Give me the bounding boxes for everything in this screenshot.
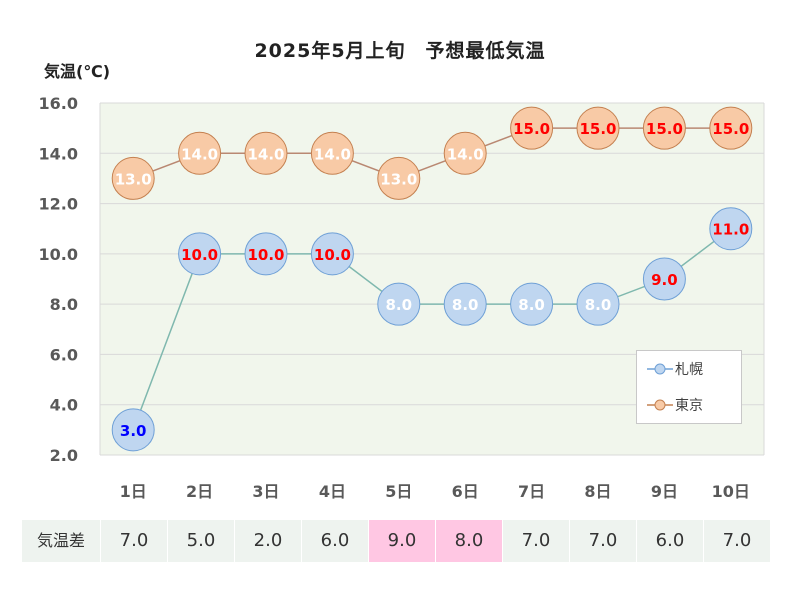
data-point-sapporo	[244, 232, 288, 276]
diff-value-day9: 6.0	[637, 520, 703, 562]
data-point-tokyo	[443, 131, 487, 175]
legend-label-sapporo: 札幌	[675, 362, 703, 378]
legend-item-sapporo: 札幌	[647, 359, 703, 379]
data-point-sapporo	[443, 282, 487, 326]
data-point-sapporo	[178, 232, 222, 276]
y-tick-label: 10.0	[39, 245, 78, 264]
diff-value-day6: 8.0	[436, 520, 502, 562]
x-tick-label: 2日	[186, 482, 213, 501]
y-tick-label: 4.0	[50, 396, 78, 415]
data-point-tokyo	[642, 106, 686, 150]
data-point-sapporo	[510, 282, 554, 326]
data-label-tokyo: 15.0	[579, 120, 616, 138]
x-tick-label: 1日	[120, 482, 147, 501]
chart-title: 2025年5月上旬 予想最低気温	[254, 40, 546, 62]
data-label-tokyo: 13.0	[380, 170, 417, 188]
diff-value-day4: 6.0	[302, 520, 368, 562]
data-label-sapporo: 8.0	[452, 296, 479, 314]
y-tick-label: 8.0	[50, 295, 78, 314]
legend-marker-tokyo	[647, 399, 673, 411]
data-label-tokyo: 13.0	[115, 170, 152, 188]
data-point-sapporo	[576, 282, 620, 326]
data-label-sapporo: 3.0	[120, 422, 147, 440]
data-label-tokyo: 14.0	[314, 145, 351, 163]
diff-value-day7: 7.0	[503, 520, 569, 562]
legend-dot-sapporo	[654, 363, 666, 375]
data-label-tokyo: 15.0	[712, 120, 749, 138]
data-point-tokyo	[576, 106, 620, 150]
data-label-tokyo: 15.0	[513, 120, 550, 138]
x-tick-label: 8日	[584, 482, 611, 501]
x-tick-label: 10日	[712, 482, 750, 501]
x-tick-label: 3日	[252, 482, 279, 501]
data-label-sapporo: 8.0	[585, 296, 612, 314]
data-point-tokyo	[510, 106, 554, 150]
data-label-tokyo: 14.0	[247, 145, 284, 163]
data-label-sapporo: 9.0	[651, 271, 678, 289]
chart-legend: 札幌 東京	[636, 350, 742, 424]
data-label-sapporo: 11.0	[712, 221, 749, 239]
data-point-tokyo	[709, 106, 753, 150]
y-tick-label: 16.0	[39, 94, 78, 113]
x-tick-label: 4日	[319, 482, 346, 501]
temperature-difference-row: 気温差 7.0 5.0 2.0 6.0 9.0 8.0 7.0 7.0 6.0 …	[22, 520, 770, 562]
diff-value-day10: 7.0	[704, 520, 770, 562]
diff-value-day5: 9.0	[369, 520, 435, 562]
diff-value-day3: 2.0	[235, 520, 301, 562]
data-point-sapporo	[709, 207, 753, 251]
data-point-tokyo	[310, 131, 354, 175]
x-tick-label: 5日	[385, 482, 412, 501]
y-tick-label: 14.0	[39, 144, 78, 163]
data-point-tokyo	[178, 131, 222, 175]
data-label-tokyo: 15.0	[646, 120, 683, 138]
data-point-sapporo	[111, 408, 155, 452]
y-tick-label: 2.0	[50, 446, 78, 465]
line-chart: 2.0 4.0 6.0 8.0 10.0 12.0 14.0 16.0 1日 2日 3日 4日 5日 6日…	[39, 94, 765, 501]
series-line-sapporo	[132, 228, 732, 431]
data-label-sapporo: 8.0	[518, 296, 545, 314]
y-tick-label: 6.0	[50, 345, 78, 364]
diff-value-day2: 5.0	[168, 520, 234, 562]
data-label-tokyo: 14.0	[181, 145, 218, 163]
data-point-sapporo	[642, 257, 686, 301]
data-point-tokyo	[377, 156, 421, 200]
diff-header: 気温差	[22, 520, 100, 562]
x-tick-label: 6日	[452, 482, 479, 501]
series-line-tokyo	[132, 127, 731, 180]
x-tick-label: 9日	[651, 482, 678, 501]
data-label-sapporo: 10.0	[181, 246, 218, 264]
legend-dot-tokyo	[654, 399, 666, 411]
data-label-tokyo: 14.0	[447, 145, 484, 163]
data-point-tokyo	[111, 156, 155, 200]
data-label-sapporo: 10.0	[314, 246, 351, 264]
data-label-sapporo: 10.0	[247, 246, 284, 264]
legend-label-tokyo: 東京	[675, 398, 703, 414]
y-axis-title: 気温(℃)	[44, 62, 111, 81]
data-point-sapporo	[310, 232, 354, 276]
data-point-sapporo	[377, 282, 421, 326]
diff-value-day8: 7.0	[570, 520, 636, 562]
legend-marker-sapporo	[647, 363, 673, 375]
data-point-tokyo	[244, 131, 288, 175]
x-tick-label: 7日	[518, 482, 545, 501]
data-label-sapporo: 8.0	[386, 296, 413, 314]
y-tick-label: 12.0	[39, 195, 78, 214]
legend-item-tokyo: 東京	[647, 395, 703, 415]
diff-value-day1: 7.0	[101, 520, 167, 562]
